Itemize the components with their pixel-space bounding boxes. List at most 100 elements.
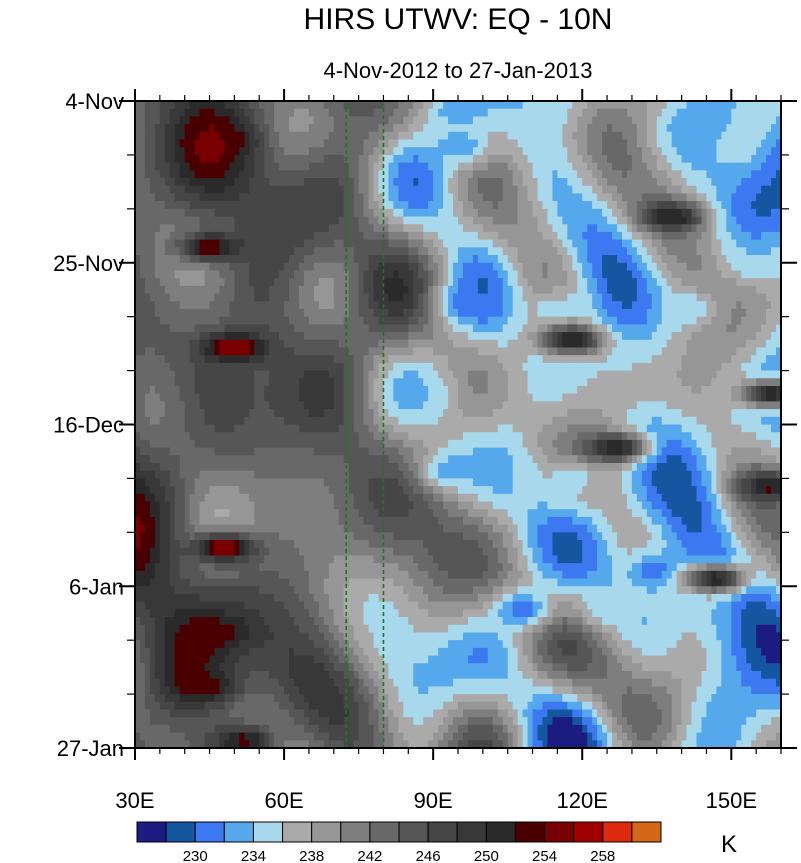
- heatmap-cell: [577, 170, 583, 179]
- heatmap-cell: [398, 108, 404, 117]
- heatmap-cell: [219, 332, 226, 341]
- heatmap-cell: [194, 162, 201, 171]
- heatmap-cell: [139, 339, 146, 349]
- heatmap-cell: [363, 131, 370, 141]
- heatmap-cell: [443, 208, 449, 218]
- heatmap-cell: [741, 262, 747, 272]
- heatmap-cell: [159, 301, 166, 310]
- heatmap-cell: [636, 347, 643, 356]
- heatmap-cell: [547, 270, 554, 279]
- heatmap-cell: [179, 278, 186, 287]
- heatmap-cell: [264, 324, 270, 333]
- heatmap-cell: [656, 378, 663, 387]
- heatmap-cell: [547, 308, 554, 318]
- heatmap-cell: [552, 162, 558, 171]
- heatmap-cell: [607, 347, 613, 356]
- heatmap-cell: [333, 201, 340, 210]
- heatmap-cell: [552, 124, 558, 133]
- heatmap-cell: [313, 147, 320, 156]
- heatmap-cell: [313, 370, 320, 379]
- heatmap-cell: [294, 378, 300, 387]
- heatmap-cell: [666, 308, 673, 318]
- heatmap-cell: [428, 339, 434, 349]
- heatmap-cell: [582, 154, 588, 164]
- heatmap-cell: [139, 139, 146, 148]
- heatmap-cell: [244, 170, 250, 179]
- heatmap-cell: [174, 216, 181, 225]
- heatmap-cell: [656, 332, 663, 341]
- heatmap-cell: [716, 239, 722, 248]
- heatmap-cell: [318, 247, 325, 256]
- heatmap-cell: [423, 101, 429, 110]
- heatmap-cell: [393, 393, 399, 402]
- heatmap-cell: [572, 378, 578, 387]
- heatmap-cell: [368, 216, 375, 225]
- heatmap-cell: [656, 355, 663, 364]
- heatmap-cell: [259, 108, 265, 117]
- heatmap-cell: [766, 316, 772, 325]
- heatmap-cell: [279, 378, 285, 387]
- heatmap-cell: [458, 316, 464, 325]
- heatmap-cell: [403, 332, 409, 341]
- heatmap-cell: [443, 101, 449, 110]
- heatmap-cell: [453, 285, 459, 295]
- heatmap-cell: [736, 131, 742, 141]
- heatmap-cell: [294, 362, 300, 372]
- heatmap-cell: [199, 239, 206, 248]
- heatmap-cell: [567, 178, 573, 187]
- heatmap-cell: [259, 131, 265, 141]
- heatmap-cell: [651, 324, 658, 333]
- heatmap-cell: [234, 293, 240, 302]
- heatmap-cell: [139, 308, 146, 318]
- heatmap-cell: [284, 239, 290, 248]
- heatmap-cell: [264, 231, 270, 241]
- heatmap-cell: [686, 270, 693, 279]
- heatmap-cell: [199, 301, 206, 310]
- heatmap-cell: [656, 278, 663, 287]
- heatmap-cell: [159, 370, 166, 379]
- heatmap-cell: [279, 285, 285, 295]
- heatmap-cell: [467, 370, 474, 379]
- heatmap-cell: [522, 185, 529, 195]
- heatmap-cell: [492, 139, 499, 148]
- heatmap-cell: [214, 332, 221, 341]
- heatmap-cell: [199, 139, 206, 148]
- heatmap-cell: [254, 185, 260, 195]
- heatmap-cell: [467, 101, 474, 110]
- heatmap-cell: [512, 147, 519, 156]
- heatmap-cell: [607, 378, 613, 387]
- heatmap-cell: [164, 308, 171, 318]
- heatmap-cell: [343, 108, 350, 117]
- heatmap-cell: [681, 231, 688, 241]
- heatmap-cell: [462, 332, 469, 341]
- heatmap-cell: [224, 193, 231, 202]
- heatmap-cell: [259, 362, 265, 372]
- heatmap-cell: [259, 385, 265, 395]
- heatmap-cell: [482, 108, 489, 117]
- heatmap-cell: [413, 193, 419, 202]
- heatmap-cell: [532, 224, 539, 233]
- heatmap-cell: [284, 393, 290, 402]
- heatmap-cell: [736, 362, 742, 372]
- heatmap-cell: [621, 108, 628, 117]
- heatmap-cell: [338, 139, 345, 148]
- heatmap-cell: [144, 347, 151, 356]
- heatmap-cell: [696, 339, 703, 349]
- heatmap-cell: [353, 385, 360, 395]
- heatmap-cell: [612, 154, 618, 164]
- heatmap-cell: [214, 124, 221, 133]
- heatmap-cell: [741, 324, 747, 333]
- heatmap-cell: [671, 201, 678, 210]
- heatmap-cell: [433, 147, 439, 156]
- heatmap-cell: [154, 201, 161, 210]
- heatmap-cell: [746, 101, 752, 110]
- heatmap-cell: [462, 285, 469, 295]
- heatmap-cell: [428, 216, 434, 225]
- heatmap-cell: [527, 278, 534, 287]
- heatmap-cell: [557, 385, 563, 395]
- heatmap-cell: [666, 285, 673, 295]
- heatmap-cell: [274, 393, 280, 402]
- heatmap-cell: [234, 101, 240, 110]
- heatmap-cell: [428, 247, 434, 256]
- heatmap-cell: [741, 185, 747, 195]
